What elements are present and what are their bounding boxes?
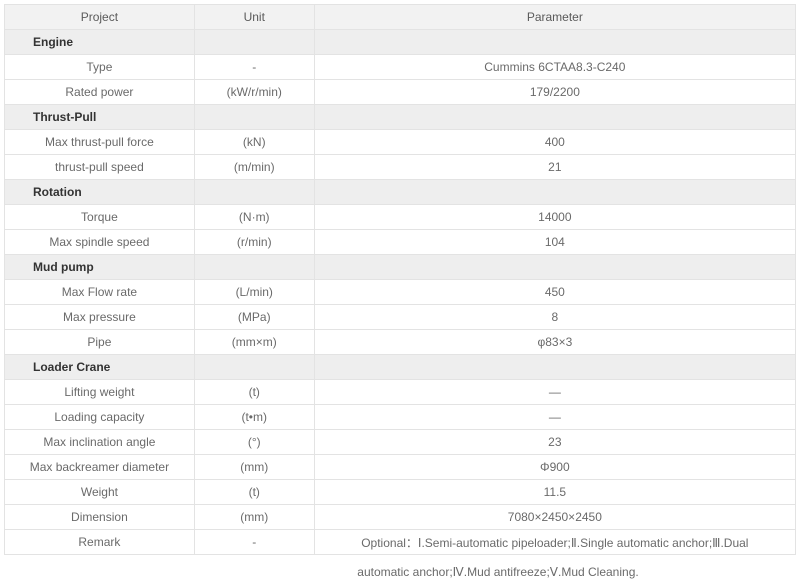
cell-unit: - <box>194 530 314 555</box>
table-row: Dimension (mm) 7080×2450×2450 <box>5 505 796 530</box>
cell-unit: (mm×m) <box>194 330 314 355</box>
cell-unit: (t•m) <box>194 405 314 430</box>
cell-unit: (mm) <box>194 455 314 480</box>
table-row: Max backreamer diameter (mm) Φ900 <box>5 455 796 480</box>
cell-param: 8 <box>314 305 795 330</box>
section-label: Loader Crane <box>5 355 195 380</box>
cell-label: Max Flow rate <box>5 280 195 305</box>
table-row: Max spindle speed (r/min) 104 <box>5 230 796 255</box>
cell-unit: (L/min) <box>194 280 314 305</box>
section-thrust-pull: Thrust-Pull <box>5 105 796 130</box>
cell-param: 21 <box>314 155 795 180</box>
cell-label: Max thrust-pull force <box>5 130 195 155</box>
table-row: Remark - Optional：Ⅰ.Semi-automatic pipel… <box>5 530 796 555</box>
section-blank <box>194 105 314 130</box>
header-unit: Unit <box>194 5 314 30</box>
cell-label: Max backreamer diameter <box>5 455 195 480</box>
cell-label: thrust-pull speed <box>5 155 195 180</box>
section-rotation: Rotation <box>5 180 796 205</box>
cell-label: Dimension <box>5 505 195 530</box>
section-mud-pump: Mud pump <box>5 255 796 280</box>
cell-param: 400 <box>314 130 795 155</box>
section-blank <box>314 105 795 130</box>
header-project: Project <box>5 5 195 30</box>
table-row: Pipe (mm×m) φ83×3 <box>5 330 796 355</box>
cell-param: 7080×2450×2450 <box>314 505 795 530</box>
section-blank <box>314 255 795 280</box>
cell-param: Optional：Ⅰ.Semi-automatic pipeloader;Ⅱ.S… <box>314 530 795 555</box>
cell-param: 104 <box>314 230 795 255</box>
section-blank <box>194 180 314 205</box>
cell-param: Φ900 <box>314 455 795 480</box>
section-blank <box>194 355 314 380</box>
table-row: Torque (N·m) 14000 <box>5 205 796 230</box>
table-row: Weight (t) 11.5 <box>5 480 796 505</box>
cell-param: 450 <box>314 280 795 305</box>
cell-param: 23 <box>314 430 795 455</box>
section-label: Engine <box>5 30 195 55</box>
cell-unit: (t) <box>194 380 314 405</box>
cell-label: Lifting weight <box>5 380 195 405</box>
cell-label: Max spindle speed <box>5 230 195 255</box>
section-blank <box>194 255 314 280</box>
cell-param: φ83×3 <box>314 330 795 355</box>
table-row: Max thrust-pull force (kN) 400 <box>5 130 796 155</box>
cell-unit: (m/min) <box>194 155 314 180</box>
table-row: Max pressure (MPa) 8 <box>5 305 796 330</box>
spec-table: Project Unit Parameter Engine Type - Cum… <box>4 4 796 555</box>
section-engine: Engine <box>5 30 796 55</box>
cell-param: — <box>314 380 795 405</box>
cell-unit: - <box>194 55 314 80</box>
section-blank <box>314 30 795 55</box>
remark-continuation: automatic anchor;Ⅳ.Mud antifreeze;Ⅴ.Mud … <box>4 555 796 583</box>
table-row: thrust-pull speed (m/min) 21 <box>5 155 796 180</box>
table-row: Loading capacity (t•m) — <box>5 405 796 430</box>
cell-unit: (N·m) <box>194 205 314 230</box>
table-header-row: Project Unit Parameter <box>5 5 796 30</box>
cell-label: Max inclination angle <box>5 430 195 455</box>
cell-label: Remark <box>5 530 195 555</box>
cell-unit: (MPa) <box>194 305 314 330</box>
cell-unit: (°) <box>194 430 314 455</box>
table-row: Max inclination angle (°) 23 <box>5 430 796 455</box>
section-blank <box>314 180 795 205</box>
cell-unit: (kN) <box>194 130 314 155</box>
cell-param: 179/2200 <box>314 80 795 105</box>
cell-param: — <box>314 405 795 430</box>
section-label: Rotation <box>5 180 195 205</box>
cell-unit: (r/min) <box>194 230 314 255</box>
cell-unit: (t) <box>194 480 314 505</box>
section-loader-crane: Loader Crane <box>5 355 796 380</box>
section-label: Mud pump <box>5 255 195 280</box>
header-parameter: Parameter <box>314 5 795 30</box>
section-blank <box>194 30 314 55</box>
section-label: Thrust-Pull <box>5 105 195 130</box>
cell-label: Pipe <box>5 330 195 355</box>
cell-label: Weight <box>5 480 195 505</box>
cell-label: Loading capacity <box>5 405 195 430</box>
table-row: Max Flow rate (L/min) 450 <box>5 280 796 305</box>
cell-label: Torque <box>5 205 195 230</box>
cell-unit: (mm) <box>194 505 314 530</box>
cell-label: Rated power <box>5 80 195 105</box>
table-row: Rated power (kW/r/min) 179/2200 <box>5 80 796 105</box>
cell-param: 11.5 <box>314 480 795 505</box>
table-row: Type - Cummins 6CTAA8.3-C240 <box>5 55 796 80</box>
cell-label: Type <box>5 55 195 80</box>
section-blank <box>314 355 795 380</box>
cell-unit: (kW/r/min) <box>194 80 314 105</box>
cell-param: 14000 <box>314 205 795 230</box>
cell-label: Max pressure <box>5 305 195 330</box>
cell-param: Cummins 6CTAA8.3-C240 <box>314 55 795 80</box>
table-row: Lifting weight (t) — <box>5 380 796 405</box>
